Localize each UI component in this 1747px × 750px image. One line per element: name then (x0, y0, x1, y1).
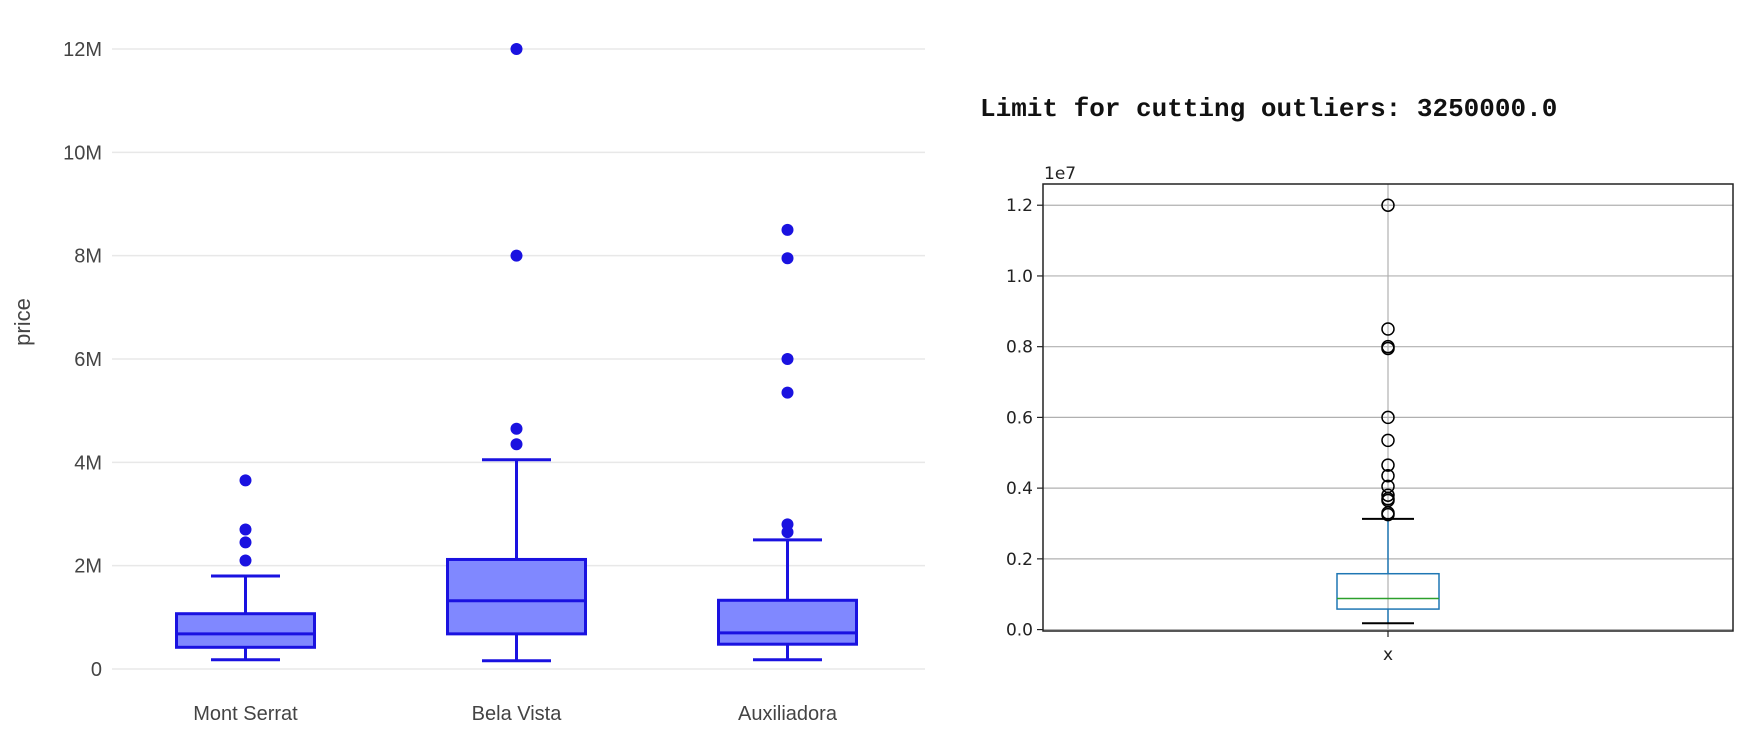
outlier-point (1381, 469, 1395, 483)
left-y-tick-label: 8M (74, 246, 102, 268)
left-y-tick-label: 6M (74, 349, 102, 371)
outlier-point (781, 223, 794, 236)
right-y-tick-label: 1.0 (1006, 267, 1033, 287)
iqr-box (717, 598, 858, 646)
outlier-point (1381, 410, 1395, 425)
outlier-point (1381, 488, 1395, 502)
left-boxes (175, 43, 858, 663)
iqr-box (446, 557, 587, 636)
left-category-label: Auxiliadora (738, 703, 838, 725)
outlier-point (781, 353, 794, 365)
right-y-tick-label: 0.0 (1006, 621, 1033, 641)
right-offset-label: 1e7 (1044, 164, 1076, 184)
outlier-point (239, 474, 252, 487)
iqr-box (1336, 572, 1440, 610)
left-y-tick-label: 10M (63, 142, 102, 164)
outlier-point (1381, 433, 1395, 448)
right-boxes (1336, 198, 1440, 625)
outlier-point (781, 518, 794, 531)
outlier-point (1381, 322, 1395, 336)
left-y-tick-labels: 0 2M 4M 6M 8M 10M 12M (63, 39, 102, 681)
left-category-label: Bela Vista (472, 703, 563, 725)
outlier-point (1381, 479, 1395, 494)
right-y-tick-label: 1.2 (1006, 196, 1033, 216)
iqr-box (175, 612, 316, 649)
outlier-point (510, 43, 523, 55)
right-y-tick-label: 0.8 (1006, 338, 1033, 358)
left-y-tick-label: 12M (63, 39, 102, 61)
outlier-point (510, 422, 523, 435)
outlier-point (239, 554, 252, 567)
right-plot-frame (1042, 183, 1734, 632)
outlier-point (1381, 198, 1395, 212)
left-category-label: Mont Serrat (193, 703, 298, 725)
outlier-point (781, 386, 794, 399)
left-box-mont-serrat (175, 474, 316, 662)
right-category-label: x (1383, 645, 1393, 665)
right-y-tick-label: 0.6 (1006, 408, 1033, 428)
outlier-point (510, 249, 523, 262)
outlier-point (239, 536, 252, 549)
left-box-plot: 0 2M 4M 6M 8M 10M 12M price Mont Serrat Bela Vi… (10, 39, 925, 725)
right-y-tick-label: 0.2 (1006, 550, 1033, 570)
right-gridlines (1043, 184, 1733, 631)
outlier-point (1381, 339, 1395, 354)
right-box-plot: 0.0 0.2 0.4 0.6 0.8 1.0 1.2 1e7 x (1006, 164, 1734, 665)
outlier-point (1381, 458, 1395, 472)
left-category-labels: Mont Serrat Bela Vista Auxiliadora (193, 703, 838, 725)
right-category-labels: x (1383, 631, 1393, 665)
left-y-tick-label: 0 (91, 659, 102, 681)
right-y-tick-labels: 0.0 0.2 0.4 0.6 0.8 1.0 1.2 (1006, 196, 1043, 641)
outlier-limit-caption: Limit for cutting outliers: 3250000.0 (980, 94, 1557, 124)
left-box-bela-vista (446, 43, 587, 663)
left-y-tick-label: 4M (74, 452, 102, 474)
right-y-tick-label: 0.4 (1006, 479, 1033, 499)
right-box-x (1336, 198, 1440, 625)
left-box-auxiliadora (717, 223, 858, 662)
outlier-point (239, 523, 252, 536)
left-y-tick-label: 2M (74, 556, 102, 578)
outlier-point (510, 438, 523, 451)
outlier-point (781, 252, 794, 265)
left-y-axis-label: price (10, 298, 35, 346)
